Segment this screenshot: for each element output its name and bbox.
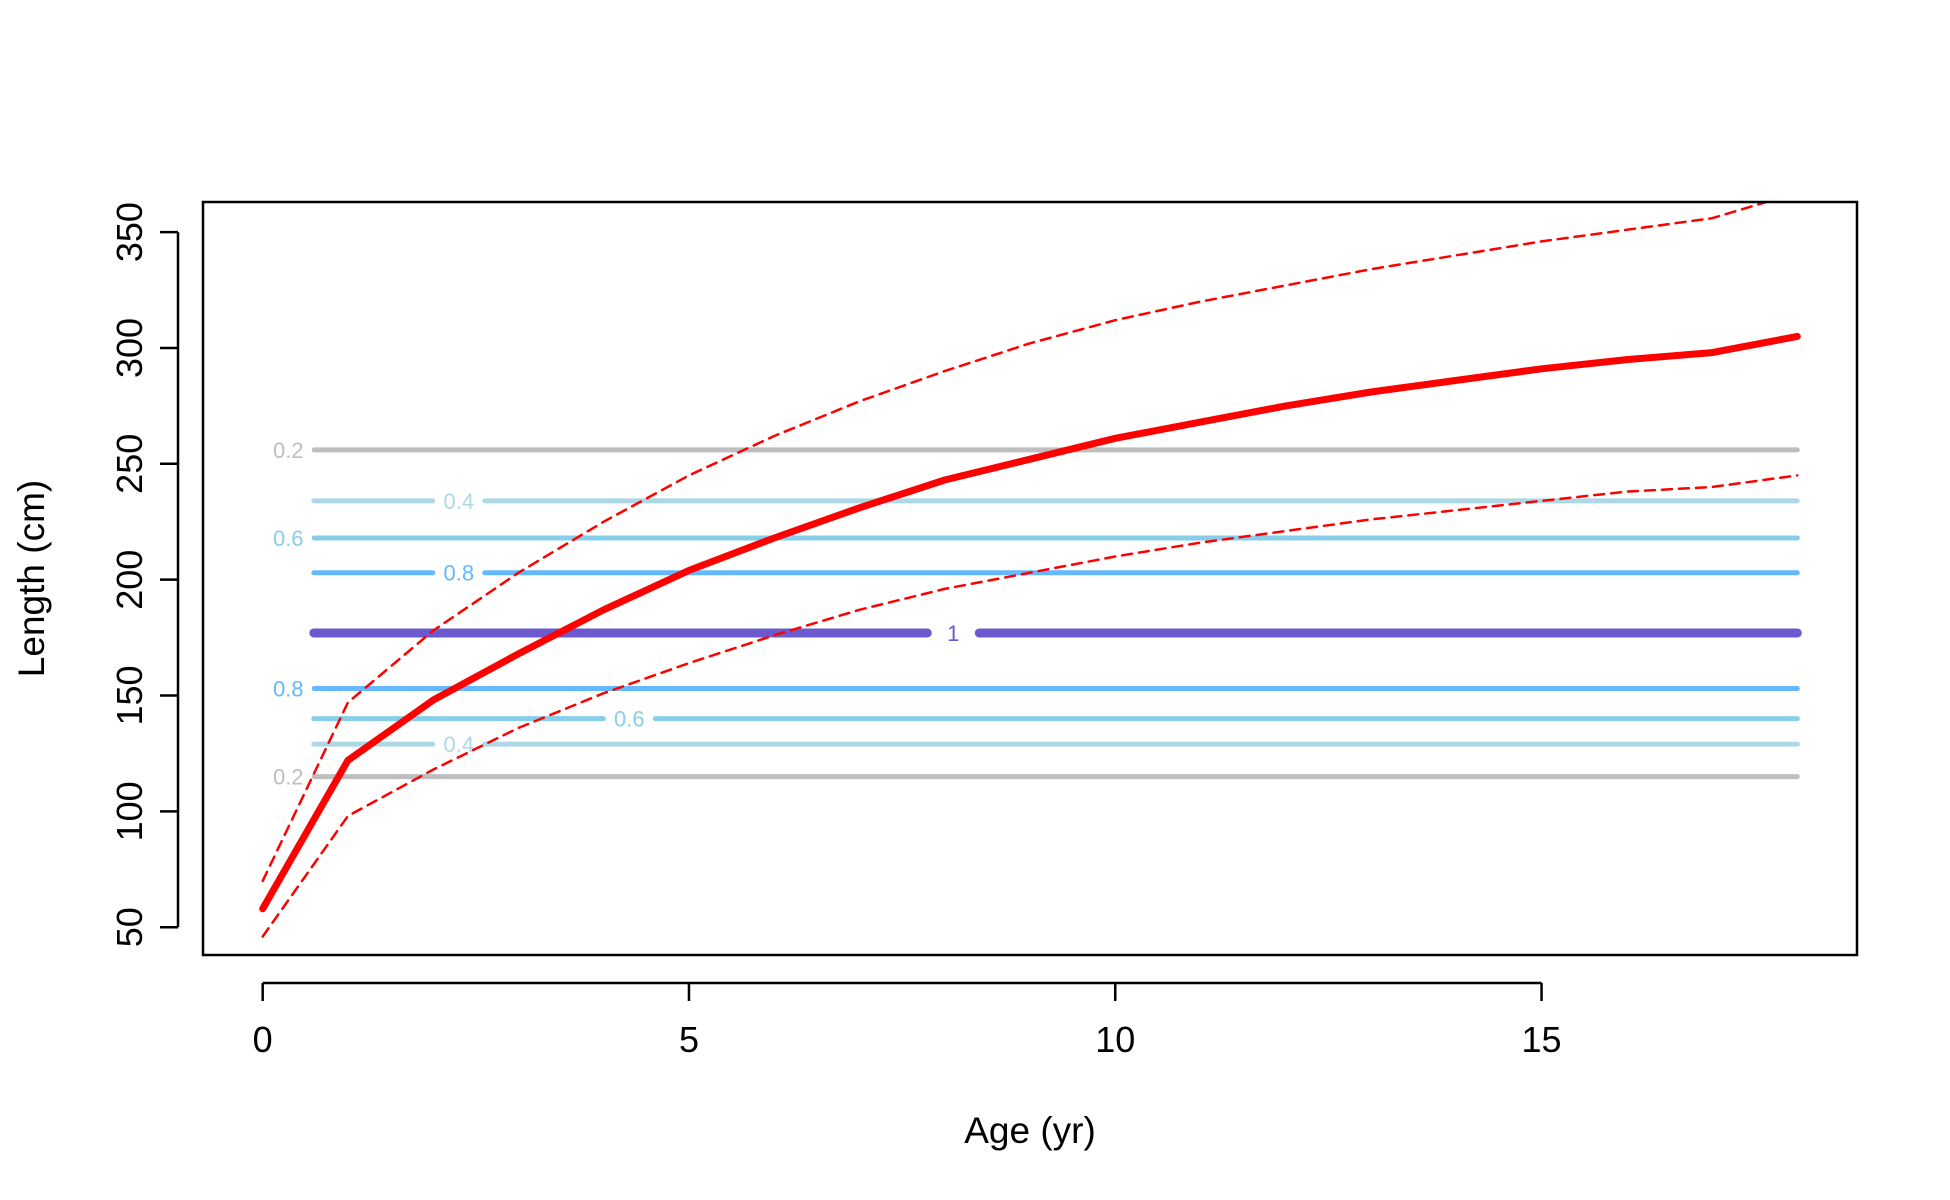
x-tick-label: 15 [1522,1019,1562,1060]
y-axis: 50 100 150 200 250 300 350 [109,202,180,947]
contour-label: 0.4 [443,489,474,514]
y-tick-label: 100 [109,781,150,841]
y-tick-label: 150 [109,665,150,725]
contour-lines: 0.2 0.4 0.6 0.8 1 0.8 0.6 0.4 0.2 [273,438,1802,790]
y-tick-label: 300 [109,318,150,378]
contour-line: 0.6 [311,707,1800,732]
x-axis: 0 5 10 15 [253,981,1562,1060]
contour-label: 0.2 [273,438,304,463]
y-tick-label: 250 [109,434,150,494]
contour-line: 0.6 [273,526,1800,551]
contour-line: 1 [309,621,1802,646]
contour-label: 0.6 [273,526,304,551]
y-axis-title: Length (cm) [11,480,52,677]
contour-line: 0.8 [311,561,1800,586]
mean-length-line [259,332,1801,913]
y-tick-label: 200 [109,550,150,610]
contour-line: 0.8 [273,677,1800,702]
y-tick-label: 50 [109,907,150,947]
plot-frame [201,200,1859,957]
contour-line: 0.2 [273,765,1800,790]
contour-label: 0.2 [273,765,304,790]
x-tick-label: 0 [253,1019,273,1060]
confidence-bound-line [261,474,1799,938]
y-tick-label: 350 [109,202,150,262]
growth-series [259,202,1801,938]
x-tick-label: 10 [1095,1019,1135,1060]
contour-line: 0.4 [311,732,1800,757]
contour-label: 0.6 [614,707,645,732]
contour-label: 0.8 [443,561,474,586]
contour-label: 0.8 [273,677,304,702]
confidence-bound-line [261,202,1771,883]
contour-label: 0.4 [443,732,474,757]
x-axis-title: Age (yr) [964,1110,1096,1151]
contour-line: 0.4 [311,489,1800,514]
contour-label: 1 [947,621,959,646]
x-tick-label: 5 [679,1019,699,1060]
